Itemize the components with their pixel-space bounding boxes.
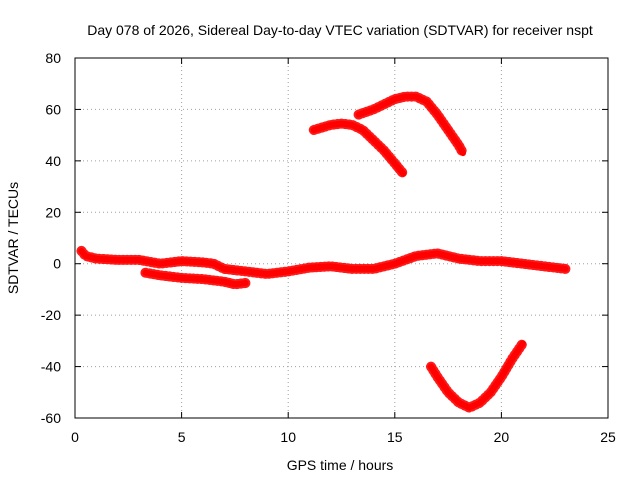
x-axis-label: GPS time / hours: [287, 457, 394, 473]
plot-frame: [74, 57, 609, 419]
series-track-5-markers: [426, 338, 528, 413]
y-axis-label: SDTVAR / TECUs: [5, 182, 21, 294]
x-tick-label: 5: [178, 429, 186, 445]
y-tick-label: -20: [41, 307, 61, 323]
x-tick-label: 15: [387, 429, 403, 445]
series-track-3-markers: [308, 118, 409, 179]
x-tick-label: 20: [494, 429, 510, 445]
y-tick-label: 80: [45, 50, 61, 66]
series-track-1-markers: [76, 245, 571, 279]
y-tick-label: 40: [45, 153, 61, 169]
y-tick-label: -40: [41, 359, 61, 375]
chart-title: Day 078 of 2026, Sidereal Day-to-day VTE…: [87, 22, 593, 38]
y-tick-label: 60: [45, 101, 61, 117]
data-series: [76, 91, 571, 413]
series-track-4-markers: [353, 91, 468, 159]
y-tick-label: 20: [45, 204, 61, 220]
x-tick-label: 0: [71, 429, 79, 445]
axis-ticks: 0 5 10 15 20 25 -60 -40 -20 0 20 40 60 80: [41, 50, 616, 445]
y-tick-label: 0: [53, 256, 61, 272]
y-tick-label: -60: [41, 410, 61, 426]
x-tick-label: 10: [280, 429, 296, 445]
x-tick-label: 25: [600, 429, 616, 445]
series-track-2-markers: [140, 267, 251, 290]
